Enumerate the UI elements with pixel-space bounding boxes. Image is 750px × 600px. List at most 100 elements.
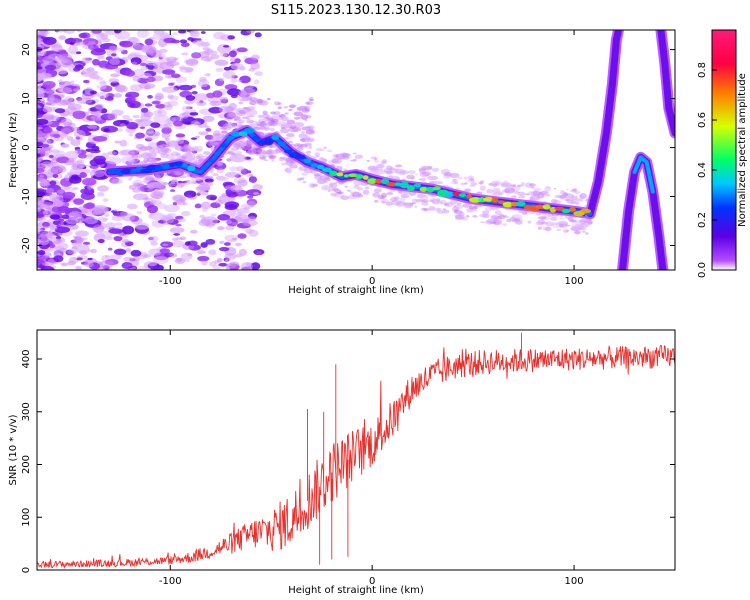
ridge-hotspot <box>296 154 306 160</box>
noise-blob <box>374 199 379 203</box>
y-tick-label: 200 <box>21 455 32 474</box>
noise-blob <box>482 210 490 215</box>
noise-blob <box>42 210 48 215</box>
noise-blob <box>111 215 125 222</box>
noise-blob <box>480 221 486 224</box>
y-tick-label: 400 <box>21 349 32 368</box>
noise-blob <box>472 214 478 218</box>
noise-blob <box>198 131 209 136</box>
ridge-hotspot <box>419 186 429 192</box>
noise-blob <box>47 167 59 175</box>
noise-blob <box>75 216 85 223</box>
noise-blob <box>242 107 248 110</box>
noise-blob <box>49 243 56 249</box>
noise-blob <box>84 169 91 174</box>
noise-blob <box>69 42 75 45</box>
noise-blob <box>136 119 154 127</box>
noise-blob <box>252 184 263 191</box>
noise-blob <box>527 191 533 194</box>
noise-blob <box>37 222 43 228</box>
noise-blob <box>113 235 123 242</box>
noise-blob <box>195 135 200 139</box>
noise-blob <box>197 250 206 255</box>
noise-blob <box>248 174 254 177</box>
noise-blob <box>78 32 88 39</box>
noise-blob <box>103 128 110 133</box>
noise-blob <box>163 101 171 108</box>
noise-blob <box>151 266 158 270</box>
noise-blob <box>161 126 172 135</box>
noise-blob <box>132 75 141 82</box>
noise-blob <box>213 31 226 40</box>
noise-blob <box>564 198 570 202</box>
ridge-hotspot <box>399 181 409 189</box>
noise-blob <box>544 226 552 232</box>
noise-blob <box>41 221 50 228</box>
noise-blob <box>454 182 458 184</box>
ridge-hotspot <box>445 191 454 198</box>
noise-blob <box>281 162 287 166</box>
noise-blob <box>430 180 440 185</box>
noise-blob <box>257 114 263 119</box>
noise-blob <box>202 115 215 122</box>
noise-blob <box>479 185 486 191</box>
noise-blob <box>104 254 110 259</box>
noise-blob <box>52 174 59 178</box>
falling-branch-mid <box>657 30 675 137</box>
noise-blob <box>37 153 41 158</box>
ridge-hotspot <box>136 166 143 171</box>
noise-blob <box>41 71 47 75</box>
noise-blob <box>509 216 517 221</box>
ridge-hotspot <box>491 197 499 203</box>
noise-blob <box>245 30 256 34</box>
noise-blob <box>352 152 357 155</box>
noise-blob <box>40 265 55 270</box>
snr-y-ticks: 0 100 200 300 400 <box>21 349 675 573</box>
noise-blob <box>537 216 547 220</box>
noise-blob <box>131 61 138 65</box>
noise-blob <box>130 249 142 257</box>
noise-blob <box>72 207 79 211</box>
noise-blob <box>177 180 183 184</box>
noise-blob <box>253 79 260 85</box>
x-tick-label: 0 <box>369 276 375 287</box>
noise-blob <box>261 113 270 119</box>
colorbar-tick-label: 0.8 <box>697 62 708 78</box>
noise-blob <box>175 76 188 83</box>
noise-blob <box>117 128 123 132</box>
noise-blob <box>37 92 45 100</box>
noise-blob <box>135 143 145 150</box>
noise-blob <box>214 59 229 66</box>
noise-blob <box>473 206 478 210</box>
y-tick-label: 0 <box>21 567 32 573</box>
noise-blob <box>231 62 240 70</box>
noise-blob <box>293 122 305 128</box>
noise-blob <box>583 220 592 226</box>
snr-series-line <box>37 344 675 569</box>
noise-blob <box>140 62 147 67</box>
noise-blob <box>42 201 53 206</box>
noise-blob <box>559 190 565 195</box>
noise-blob <box>96 85 107 90</box>
noise-blob <box>58 247 68 253</box>
noise-blob <box>178 84 193 91</box>
noise-blob <box>149 213 154 217</box>
noise-blob <box>227 88 242 96</box>
noise-blob <box>222 70 236 79</box>
noise-blob <box>150 151 157 157</box>
noise-blob <box>169 227 185 234</box>
colorbar-tick-label: 0.0 <box>697 262 708 278</box>
noise-blob <box>418 177 427 181</box>
noise-blob <box>385 201 393 206</box>
ridge-hotspot <box>187 165 196 172</box>
noise-blob <box>73 130 86 138</box>
noise-blob <box>53 255 64 263</box>
noise-blob <box>67 45 79 54</box>
noise-blob <box>271 159 275 162</box>
noise-blob <box>238 109 247 114</box>
noise-blob <box>63 121 73 127</box>
noise-blob <box>489 221 494 224</box>
noise-blob <box>173 57 179 61</box>
noise-blob <box>134 222 150 230</box>
noise-blob <box>208 249 217 256</box>
